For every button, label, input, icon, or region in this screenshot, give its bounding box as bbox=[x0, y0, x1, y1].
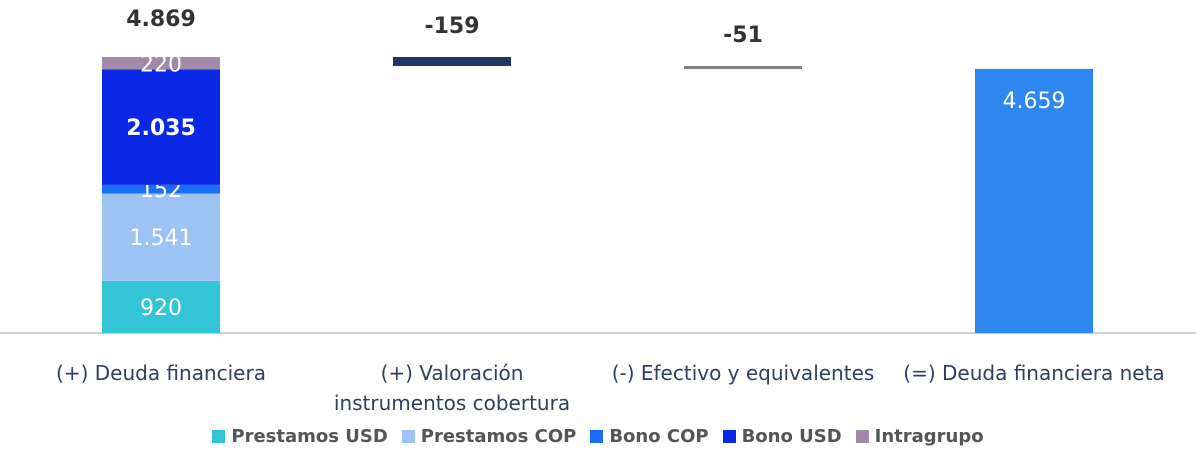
x-tick-label: (-) Efectivo y equivalentes bbox=[611, 361, 875, 385]
adjustment-label: -159 bbox=[424, 14, 479, 39]
legend-item: Bono COP bbox=[590, 426, 709, 447]
legend-swatch bbox=[722, 430, 736, 443]
legend-item: Bono USD bbox=[722, 426, 842, 447]
adjustment-bar bbox=[393, 57, 511, 67]
x-tick-label: (+) Deuda financiera bbox=[56, 361, 266, 385]
segment-label: 920 bbox=[140, 296, 182, 321]
x-tick-label: (=) Deuda financiera neta bbox=[903, 361, 1165, 385]
bar-segment bbox=[102, 280, 220, 333]
legend-item: Prestamos USD bbox=[212, 426, 388, 447]
net-bar bbox=[975, 68, 1093, 334]
segment-label: 2.035 bbox=[126, 116, 196, 141]
bar-segment bbox=[102, 184, 220, 194]
total-label: 4.869 bbox=[126, 7, 196, 32]
bar-segment bbox=[102, 57, 220, 70]
bar-segment bbox=[102, 69, 220, 185]
legend-label: Bono COP bbox=[609, 426, 709, 447]
adjustment-label: -51 bbox=[723, 23, 763, 48]
legend-swatch bbox=[590, 430, 604, 443]
bar-segment bbox=[102, 193, 220, 281]
adjustment-bar bbox=[684, 66, 802, 70]
x-tick-label: (+) Valoración instrumentos cobertura bbox=[333, 361, 571, 415]
legend-label: Prestamos USD bbox=[231, 426, 388, 447]
segment-label: 1.541 bbox=[130, 226, 193, 251]
legend: Prestamos USD Prestamos COP Bono COP Bono U… bbox=[0, 426, 1196, 447]
legend-swatch bbox=[212, 430, 226, 443]
legend-label: Bono USD bbox=[741, 426, 842, 447]
legend-swatch bbox=[401, 430, 415, 443]
legend-item: Prestamos COP bbox=[401, 426, 577, 447]
net-label: 4.659 bbox=[1003, 89, 1066, 114]
legend-label: Intragrupo bbox=[874, 426, 984, 447]
legend-item: Intragrupo bbox=[855, 426, 984, 447]
legend-swatch bbox=[855, 430, 869, 443]
segment-label: 220 bbox=[140, 52, 182, 77]
legend-label: Prestamos COP bbox=[420, 426, 577, 447]
